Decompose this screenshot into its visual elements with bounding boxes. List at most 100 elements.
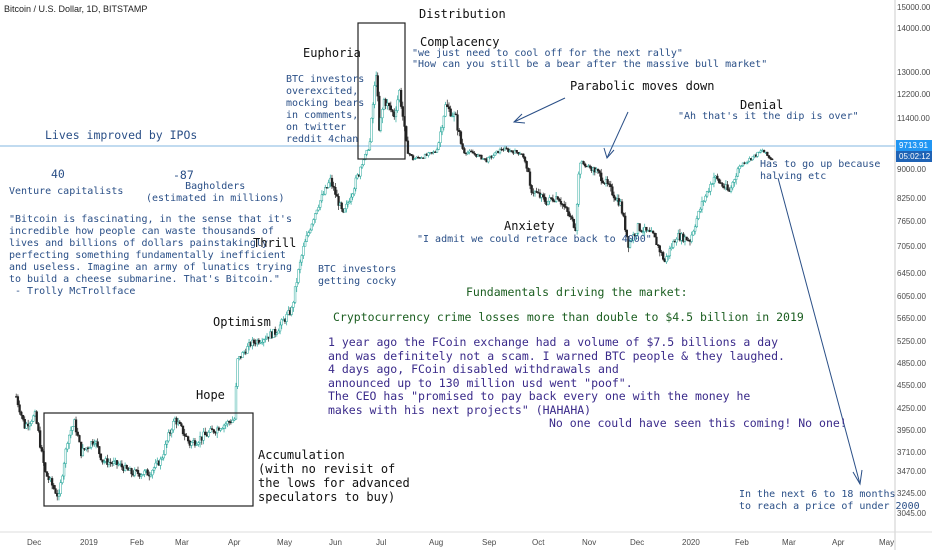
label-anxiety: Anxiety [504,219,555,233]
candle-body [435,149,439,153]
candle-body [45,471,49,477]
symbol-title: Bitcoin / U.S. Dollar, 1D, BITSTAMP [4,4,148,14]
candle-body [193,440,197,446]
complacency-quote-1: "we just need to cool off for the next r… [412,48,683,59]
candle-body [396,99,399,111]
candle-body [731,182,734,189]
candle-body [74,419,78,433]
candle-body [733,179,736,183]
price-tick-label: 3245.00 [897,489,926,498]
candle-body [391,109,394,113]
candle-body [665,256,668,263]
price-tick-label: 3045.00 [897,509,926,518]
candle-body [149,474,153,477]
candle-body [721,183,724,187]
candle-body [656,244,660,246]
candle-body [81,448,85,457]
candle-body [376,75,379,97]
time-tick-label: Apr [832,538,845,547]
candle-body [525,161,528,169]
note-has-to-go-up: Has to go up because halving etc [760,159,881,182]
candle-body [716,175,719,180]
candle-body [635,233,638,237]
candle-body [442,115,445,128]
candle-body [609,184,612,187]
candle-body [93,443,96,445]
candle-body [309,229,312,233]
candle-body [767,155,771,158]
candle-body [78,435,81,443]
current-price-tag: 9713.91 [896,140,932,151]
candle-body [632,234,635,241]
candle-body [28,423,32,427]
candle-body [378,95,381,131]
candle-body [406,140,410,154]
candle-body [569,215,572,218]
candle-body [246,346,249,354]
candle-body [233,418,236,421]
candle-body [219,428,222,431]
candle-body [384,99,387,106]
candle-body [658,245,661,253]
candle-body [260,341,264,344]
candle-body [99,453,103,461]
candle-body [707,190,710,193]
candle-body [165,440,169,445]
candle-body [449,108,452,117]
price-tick-label: 3710.00 [897,448,926,457]
candle-body [446,104,449,107]
candle-body [515,150,518,153]
label-parabolic: Parabolic moves down [570,79,715,93]
candle-body [466,152,469,155]
candle-body [401,106,404,117]
candle-body [653,232,656,238]
candle-body [535,191,538,193]
candle-body [738,165,741,170]
candle-body [600,172,603,182]
candle-body [454,113,457,116]
candle-body [20,411,23,416]
candle-body [185,435,188,438]
candle-body [712,177,716,184]
candle-body [64,448,67,464]
candle-body [359,166,362,177]
quote-block: "Bitcoin is fascinating, in the sense th… [9,214,292,297]
candle-body [584,163,587,167]
candle-body [23,419,26,429]
candle-body [18,404,21,413]
price-tick-label: 5650.00 [897,314,926,323]
candle-body [410,154,413,156]
candle-body [523,156,527,162]
candle-body [317,207,320,211]
candle-body [159,458,162,466]
candle-body [125,464,128,469]
label-optimism: Optimism [213,315,271,329]
candle-body [699,208,702,212]
candle-body [222,424,226,429]
candle-body [180,423,183,427]
candle-body [399,89,403,107]
candle-body [551,198,555,202]
candle-body [91,441,94,445]
time-tick-label: Mar [175,538,189,547]
candle-body [588,165,592,168]
arrows [512,97,863,486]
candle-body [96,441,99,447]
candle-body [162,454,165,459]
candle-body [522,153,525,158]
candle-body [120,463,124,468]
candle-body [685,236,688,241]
candle-body [285,314,288,322]
note-btc-cocky: BTC investors getting cocky [318,264,397,287]
candle-body [439,131,442,143]
candle-body [756,151,759,157]
time-tick-label: Jun [329,538,342,547]
candle-body [612,194,616,199]
no-one-note: No one could have seen this coming! No o… [549,416,847,430]
time-tick-label: 2020 [682,538,700,547]
candle-body [140,474,143,477]
candle-body [30,421,33,424]
candle-body [356,174,359,179]
candle-body [672,241,675,248]
